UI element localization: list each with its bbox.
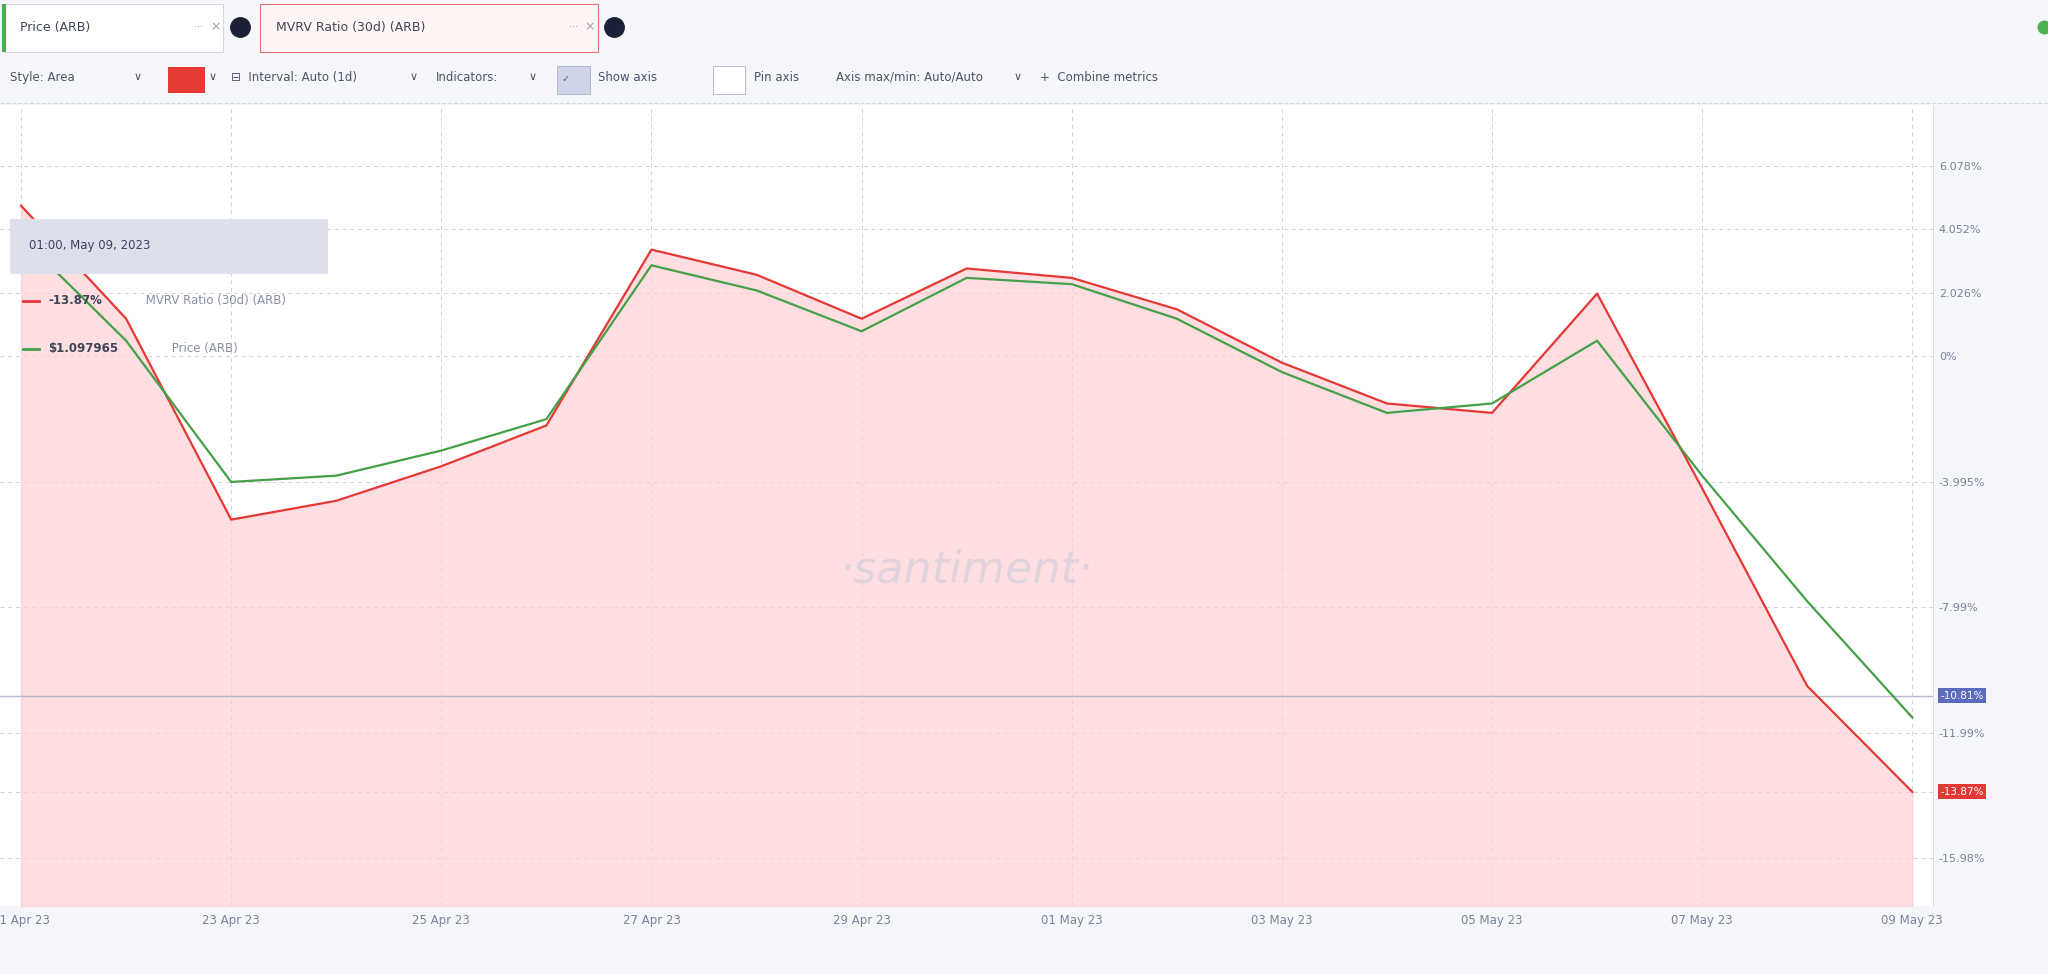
Text: ×: ×	[584, 20, 596, 34]
Text: Pin axis: Pin axis	[754, 71, 799, 84]
Text: MVRV Ratio (30d) (ARB): MVRV Ratio (30d) (ARB)	[141, 294, 285, 308]
Text: MVRV Ratio (30d) (ARB): MVRV Ratio (30d) (ARB)	[276, 20, 426, 34]
FancyBboxPatch shape	[557, 66, 590, 94]
Text: ∨: ∨	[133, 72, 141, 83]
Text: Price (ARB): Price (ARB)	[20, 20, 90, 34]
Text: ✓: ✓	[561, 74, 569, 84]
Text: -13.87%: -13.87%	[49, 294, 102, 308]
FancyBboxPatch shape	[713, 66, 745, 94]
Text: 01:00, May 09, 2023: 01:00, May 09, 2023	[29, 239, 152, 252]
Text: +  Combine metrics: + Combine metrics	[1040, 71, 1159, 84]
Text: ∨: ∨	[410, 72, 418, 83]
Text: ∨: ∨	[1014, 72, 1022, 83]
Text: ×: ×	[209, 20, 221, 34]
Text: ·santiment·: ·santiment·	[840, 548, 1094, 591]
Text: -10.81%: -10.81%	[1939, 691, 1985, 700]
Text: ···: ···	[195, 22, 203, 32]
FancyBboxPatch shape	[260, 4, 598, 52]
Text: ∨: ∨	[528, 72, 537, 83]
Bar	[168, 67, 205, 93]
Text: ⊟  Interval: Auto (1d): ⊟ Interval: Auto (1d)	[231, 71, 358, 84]
FancyBboxPatch shape	[4, 4, 223, 52]
Text: Style: Area: Style: Area	[10, 71, 76, 84]
Bar	[10, 219, 328, 274]
Text: Indicators:: Indicators:	[436, 71, 498, 84]
Text: $1.097965: $1.097965	[49, 342, 119, 356]
Text: ∨: ∨	[209, 72, 217, 83]
Text: -13.87%: -13.87%	[1939, 787, 1985, 797]
Text: Axis max/min: Auto/Auto: Axis max/min: Auto/Auto	[836, 71, 983, 84]
Text: Show axis: Show axis	[598, 71, 657, 84]
Text: ···: ···	[569, 22, 578, 32]
Text: Price (ARB): Price (ARB)	[168, 342, 238, 356]
